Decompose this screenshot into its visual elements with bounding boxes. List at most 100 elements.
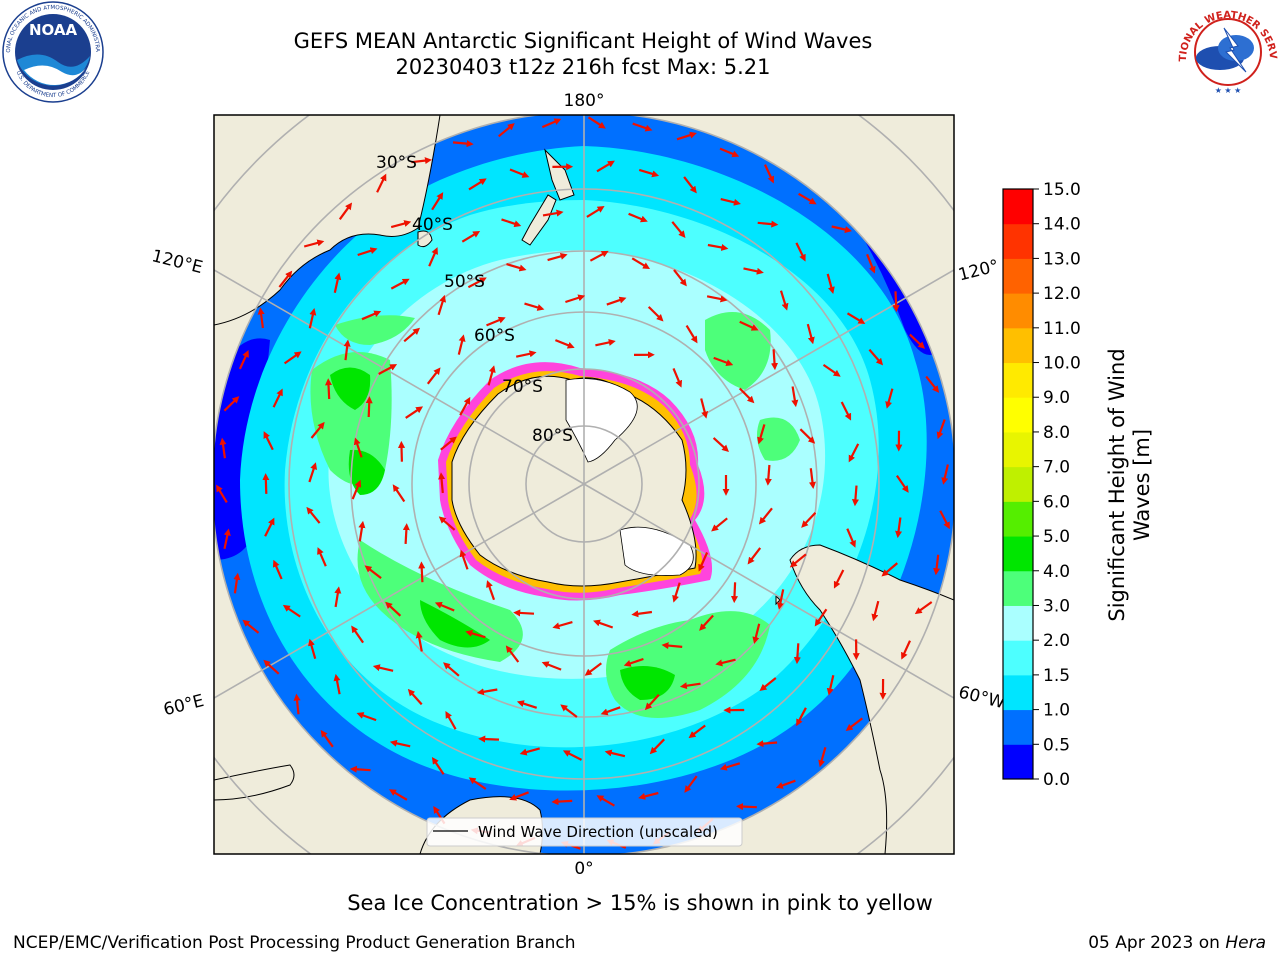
wave-arrow xyxy=(822,363,841,377)
wave-arrow xyxy=(437,294,447,316)
wave-arrow xyxy=(402,523,410,544)
lon-label-180: 180° xyxy=(564,91,605,111)
wave-arrow xyxy=(789,553,807,568)
wave-arrow xyxy=(457,334,466,355)
colorbar-segment xyxy=(1003,223,1033,259)
wave-arrow xyxy=(562,750,582,761)
australia xyxy=(214,115,441,326)
wave-arrow xyxy=(310,421,325,439)
wave-arrow xyxy=(513,609,535,617)
colorbar-tick-label: 1.5 xyxy=(1043,666,1070,686)
wave-arrow xyxy=(833,569,845,589)
wave-arrow xyxy=(308,462,318,483)
colorbar-segment xyxy=(1003,189,1033,225)
wave-arrow xyxy=(308,638,317,659)
wave-arrow xyxy=(411,157,432,165)
wave-arrow xyxy=(560,704,578,718)
wave-arrow xyxy=(628,212,648,223)
wave-arrow xyxy=(486,316,506,327)
colorbar-tick-label: 5.0 xyxy=(1043,527,1070,547)
wave-arrow xyxy=(468,178,487,191)
colorbar-segment xyxy=(1003,709,1033,745)
wave-arrow xyxy=(524,302,545,311)
colorbar-segment xyxy=(1003,466,1033,502)
lat-label-70s: 70°S xyxy=(502,377,543,397)
wave-arrow xyxy=(719,762,741,771)
filchner-ronne-ice-shelf xyxy=(619,526,694,576)
wave-arrow xyxy=(461,230,481,243)
wave-arrow xyxy=(604,749,626,758)
wave-arrow xyxy=(649,738,665,755)
wave-arrow xyxy=(403,327,421,343)
wave-arrow xyxy=(818,747,827,768)
wave-arrow xyxy=(262,473,270,494)
wave-arrow xyxy=(223,396,240,412)
wave-arrow xyxy=(840,401,852,421)
colorbar: 0.0 0.5 1.0 1.5 2.0 3.0 4.0 5.0 6.0 7.0 8.0 9.0 10.0… xyxy=(1002,180,1081,790)
wave-arrow xyxy=(892,291,900,313)
wave-arrow xyxy=(389,739,411,748)
colorbar-tick-label: 6.0 xyxy=(1043,492,1070,512)
wave-arrow xyxy=(238,350,249,370)
wave-arrow xyxy=(378,364,398,375)
lon-label-120e: 120°E xyxy=(150,246,205,278)
wave-arrow xyxy=(909,333,926,349)
longitude-grid xyxy=(214,115,954,854)
wave-arrow xyxy=(388,789,408,801)
wave-arrow xyxy=(895,474,909,493)
wave-arrow xyxy=(431,192,444,211)
wave-arrow xyxy=(428,247,438,267)
wave-arrow xyxy=(324,378,333,400)
wave-arrow xyxy=(683,176,697,194)
wave-arrow xyxy=(700,398,709,419)
lat-label-30s: 30°S xyxy=(376,153,417,173)
colorbar-tick-label: 2.0 xyxy=(1043,631,1070,651)
wave-arrow xyxy=(242,619,260,634)
wave-arrow xyxy=(757,220,779,228)
wave-arrow xyxy=(730,582,739,604)
wave-arrow xyxy=(739,320,759,331)
wave-arrow xyxy=(519,747,540,756)
footer-date-text: 05 Apr 2023 on xyxy=(1088,933,1226,953)
wave-arrow xyxy=(542,209,564,217)
chart-title: GEFS MEAN Antarctic Significant Height o… xyxy=(293,29,873,53)
wave-arrow xyxy=(826,674,835,696)
wave-arrow xyxy=(407,688,423,706)
wave-arrow xyxy=(353,437,363,458)
colorbar-segment xyxy=(1003,536,1033,572)
wave-arrow xyxy=(775,779,796,789)
wave-arrow xyxy=(541,661,562,671)
wave-arrow xyxy=(764,164,775,184)
wave-arrow xyxy=(757,424,766,445)
wave-arrow xyxy=(596,795,615,807)
wave-arrow xyxy=(672,582,681,603)
wave-arrow xyxy=(216,484,228,503)
wave-arrow xyxy=(846,312,866,325)
noaa-logo-text: NOAA xyxy=(29,21,78,39)
wave-arrow xyxy=(586,206,605,218)
wave-arrow xyxy=(606,296,627,306)
wave-arrow xyxy=(673,269,687,287)
colorbar-label-line2: Waves [m] xyxy=(1130,429,1154,541)
wave-arrow xyxy=(333,673,341,695)
wave-arrow xyxy=(713,356,734,366)
wave-arrow xyxy=(779,290,789,311)
colorbar-segment xyxy=(1003,397,1033,433)
wave-arrow xyxy=(885,388,894,409)
wave-arrow xyxy=(672,367,683,388)
wave-arrow xyxy=(719,147,740,158)
wave-arrow xyxy=(584,662,602,676)
wave-arrow xyxy=(486,580,496,601)
wave-arrow xyxy=(684,775,698,793)
wave-arrow xyxy=(392,484,406,503)
wave-arrow xyxy=(647,306,664,322)
wave-arrow xyxy=(593,619,614,629)
wave-arrow xyxy=(845,717,863,731)
wave-arrow xyxy=(343,339,351,361)
wave-arrow xyxy=(631,610,653,618)
wave-arrow xyxy=(925,375,940,393)
wave-arrow xyxy=(505,645,520,663)
wave-arrow xyxy=(901,640,912,660)
colorbar-segment xyxy=(1003,293,1033,329)
wave-arrow xyxy=(358,520,366,542)
